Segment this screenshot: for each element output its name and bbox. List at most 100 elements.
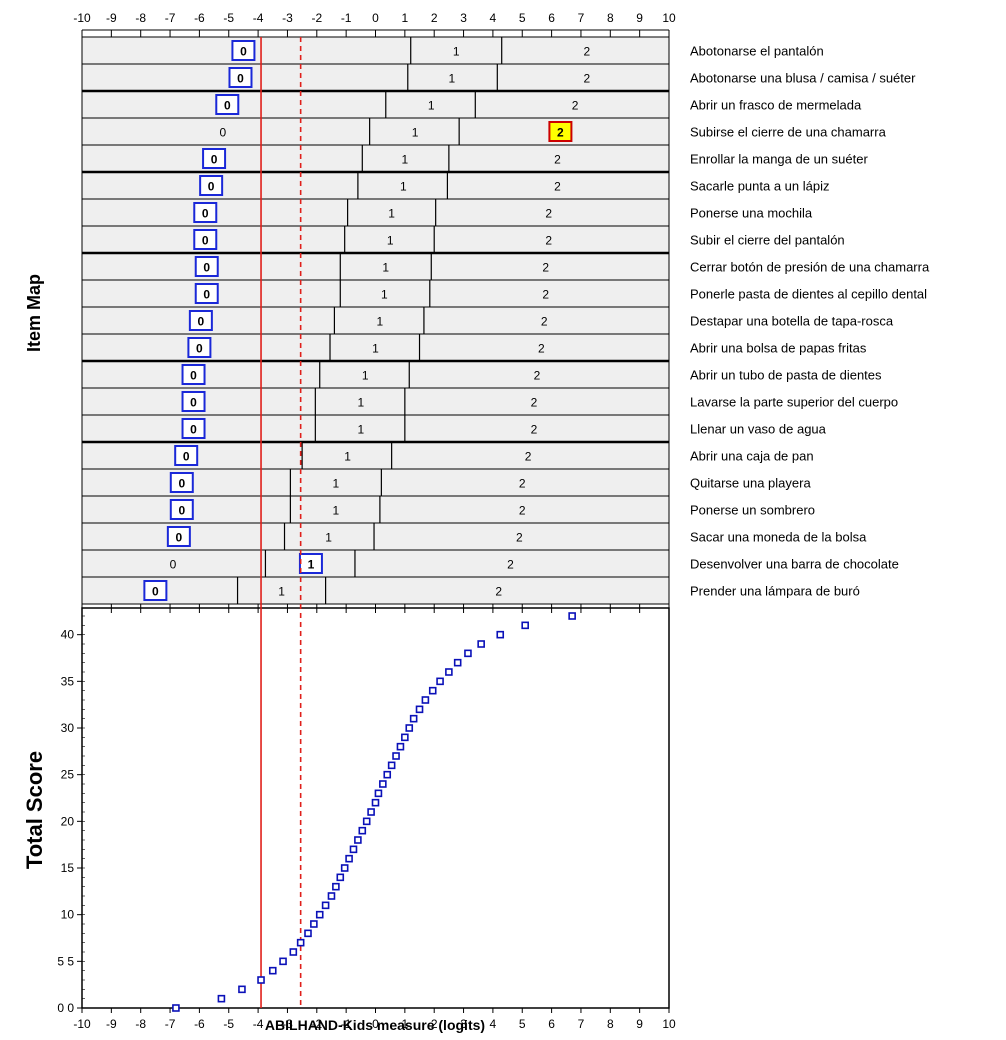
category-label: 0 [202, 207, 209, 221]
scatter-point [387, 761, 396, 770]
item-row: 0 1 2 Lavarse la parte superior del cuerpo [81, 387, 898, 416]
category-label: 0 [240, 45, 247, 59]
category-label: 0 [202, 234, 209, 248]
item-row: 0 1 2 Subirse el cierre de una chamarra [81, 117, 887, 146]
x-tick-label: 6 [548, 1017, 555, 1031]
category-label: 1 [402, 153, 409, 167]
top-x-tick-label: -4 [253, 11, 264, 25]
category-label: 1 [387, 234, 394, 248]
category-label: 1 [372, 342, 379, 356]
category-label: 0 [203, 288, 210, 302]
x-tick-label: 1 [402, 1017, 409, 1031]
top-x-tick-label: -10 [73, 11, 91, 25]
item-bar [81, 576, 670, 605]
scatter-point [568, 612, 576, 620]
observed-category-box [181, 391, 206, 412]
x-tick-label: -9 [106, 1017, 117, 1031]
item-bar [81, 360, 670, 389]
scatter-point [172, 1004, 180, 1012]
item-bar [81, 279, 670, 308]
observed-category-box [187, 337, 212, 358]
category-label: 2 [534, 369, 541, 383]
scatter-point [401, 733, 409, 742]
top-x-tick-label: -1 [341, 11, 352, 25]
category-label: 2 [531, 423, 538, 437]
category-label: 2 [516, 531, 523, 545]
category-label: 2 [554, 180, 561, 194]
item-bar [81, 333, 670, 362]
item-map-axis-title: Item Map [24, 274, 44, 352]
category-label: 1 [325, 531, 332, 545]
scatter-point [362, 817, 371, 826]
item-bar [81, 90, 670, 119]
top-x-tick-label: 6 [548, 11, 555, 25]
top-x-tick-label: 7 [578, 11, 585, 25]
scatter-point [374, 789, 383, 798]
observed-category-box [166, 526, 191, 547]
item-bar [81, 63, 670, 92]
item-label: Abotonarse una blusa / camisa / suéter [690, 71, 916, 86]
scatter-point [415, 705, 424, 714]
category-label: 1 [400, 180, 407, 194]
item-bar [81, 144, 670, 173]
category-label: 2 [538, 342, 545, 356]
top-x-tick-label: -2 [311, 11, 322, 25]
item-row: 0 1 2 Destapar una botella de tapa-rosca [81, 306, 894, 335]
y-tick-label: 25 [61, 768, 75, 782]
scatter-point [379, 780, 387, 788]
total-score-axis-title: Total Score [22, 751, 47, 869]
item-bar [81, 117, 670, 146]
category-label: 1 [453, 45, 460, 59]
category-label: 2 [583, 72, 590, 86]
scatter-point [421, 696, 430, 704]
category-label: 2 [545, 234, 552, 248]
scatter-point [349, 845, 358, 854]
observed-category-box [169, 499, 194, 520]
item-row: 0 1 2 Sacar una moneda de la bolsa [81, 522, 867, 551]
top-x-tick-label: 9 [636, 11, 643, 25]
item-label: Abrir una bolsa de papas fritas [690, 341, 867, 356]
scatter-point [217, 994, 226, 1003]
category-label: 2 [572, 99, 579, 113]
item-label: Destapar una botella de tapa-rosca [690, 314, 894, 329]
observed-category-box [194, 283, 219, 304]
scatter-point [521, 621, 529, 630]
observed-category-box [169, 472, 194, 493]
scatter-point [321, 901, 330, 910]
scatter-point [268, 966, 277, 975]
y-tick-label: 15 [61, 861, 75, 875]
x-tick-label: -5 [223, 1017, 234, 1031]
x-tick-label: 5 [519, 1017, 526, 1031]
item-row: 0 1 2 Ponerse un sombrero [81, 495, 815, 524]
observed-category-box [215, 94, 240, 115]
category-label: 2 [542, 288, 549, 302]
y-tick-label: 20 [61, 814, 75, 828]
observed-category-box [181, 418, 206, 439]
item-label: Abotonarse el pantalón [690, 44, 824, 59]
observed-category-box [188, 310, 213, 331]
item-label: Subirse el cierre de una chamarra [690, 125, 887, 140]
item-row: 0 1 2 Quitarse una playera [81, 468, 811, 497]
scatter-point [436, 677, 444, 686]
item-label: Sacarle punta a un lápiz [690, 179, 829, 194]
item-label: Ponerse una mochila [690, 206, 813, 221]
item-bar [81, 387, 670, 416]
category-label: 0 [237, 72, 244, 86]
observed-category-box [228, 67, 253, 88]
top-x-tick-label: -5 [223, 11, 234, 25]
top-x-tick-label: -9 [106, 11, 117, 25]
category-label: 1 [357, 423, 364, 437]
scatter-point [336, 873, 345, 882]
observed-category-box [143, 580, 168, 601]
category-label: 1 [308, 558, 315, 572]
top-x-tick-label: 10 [662, 11, 676, 25]
x-tick-label: 3 [460, 1017, 467, 1031]
item-label: Abrir un tubo de pasta de dientes [690, 368, 882, 383]
category-label: 2 [542, 261, 549, 275]
category-label: 2 [507, 558, 514, 572]
category-label: 2 [545, 207, 552, 221]
scatter-point [296, 938, 305, 947]
item-row: 0 1 2 Ponerse una mochila [81, 198, 813, 227]
category-label: 0 [183, 450, 190, 464]
x-axis-title: ABILHAND-Kids measure (logits) [265, 1017, 485, 1033]
